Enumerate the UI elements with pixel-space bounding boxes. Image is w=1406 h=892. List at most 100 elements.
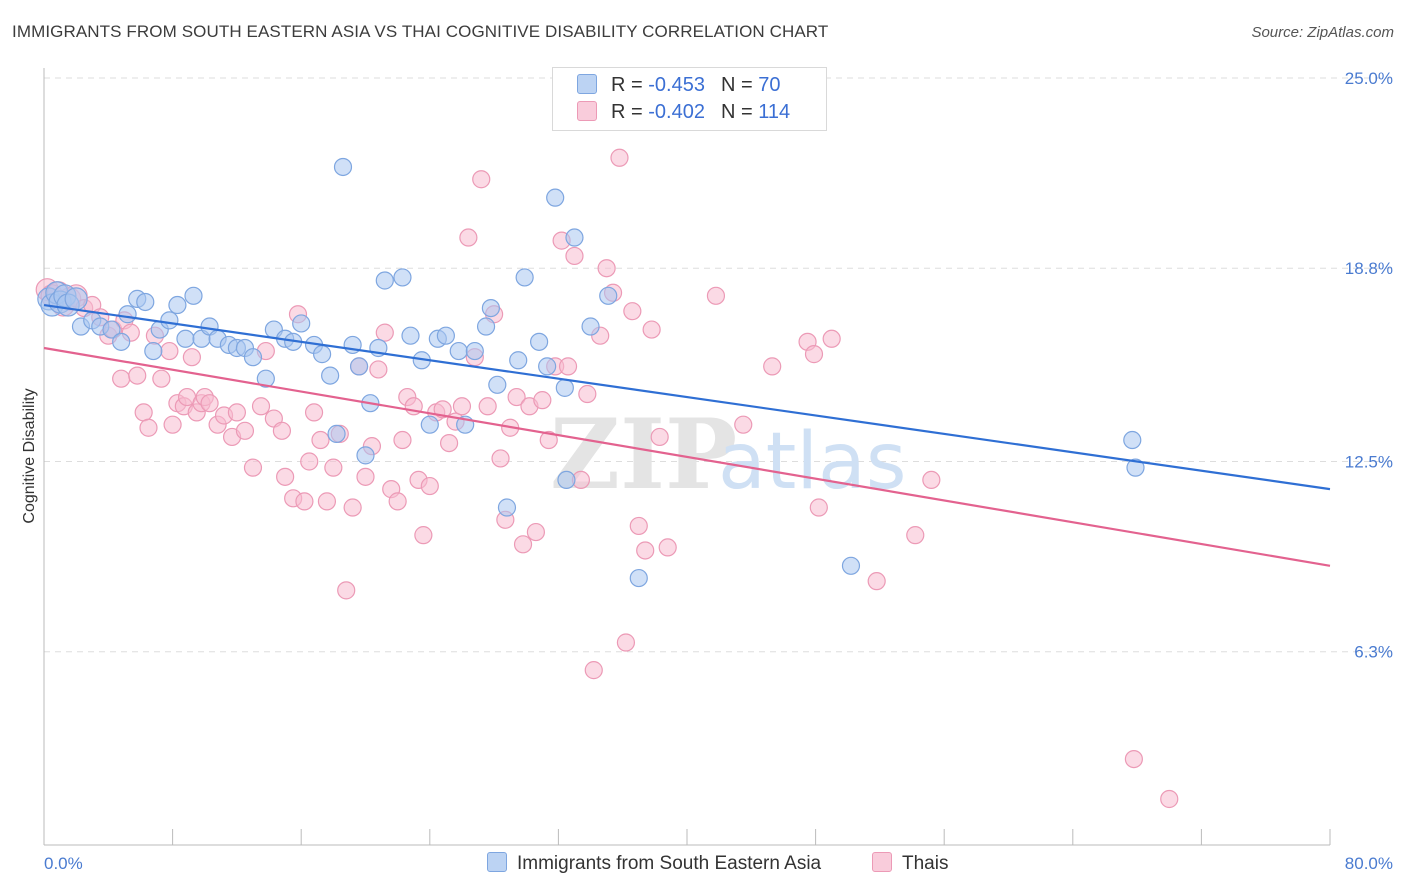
data-point-immigrants bbox=[64, 287, 88, 311]
series-legend: Immigrants from South Eastern Asia Thais bbox=[0, 852, 1406, 878]
correlation-legend: R = -0.453 N = 70 R = -0.402 N = 114 bbox=[552, 67, 827, 131]
data-point-immigrants bbox=[481, 299, 500, 318]
data-point-thais bbox=[809, 498, 828, 517]
data-point-thais bbox=[610, 148, 629, 167]
data-point-thais bbox=[276, 467, 295, 486]
data-point-thais bbox=[182, 348, 201, 367]
data-point-thais bbox=[295, 492, 314, 511]
series-swatch-blue bbox=[487, 852, 507, 872]
data-point-thais bbox=[304, 403, 324, 422]
data-point-immigrants bbox=[321, 366, 340, 385]
data-point-thais bbox=[478, 397, 497, 416]
data-point-immigrants bbox=[546, 188, 565, 207]
y-tick-label: 18.8% bbox=[1345, 259, 1393, 278]
data-point-thais bbox=[414, 526, 433, 545]
data-point-immigrants bbox=[327, 424, 346, 443]
data-point-thais bbox=[565, 246, 584, 266]
data-point-immigrants bbox=[581, 317, 600, 336]
series-swatch-pink bbox=[872, 852, 892, 872]
data-point-immigrants bbox=[136, 292, 155, 312]
data-point-thais bbox=[533, 391, 552, 410]
data-point-thais bbox=[300, 452, 319, 471]
legend-swatch-pink bbox=[577, 101, 597, 121]
data-point-immigrants bbox=[393, 268, 412, 287]
legend-n-value-pink: 114 bbox=[758, 101, 791, 123]
data-point-thais bbox=[152, 369, 171, 388]
data-point-thais bbox=[452, 397, 472, 416]
series-legend-item-immigrants[interactable]: Immigrants from South Eastern Asia bbox=[487, 852, 821, 875]
legend-swatch-blue bbox=[577, 74, 597, 94]
series-legend-label: Thais bbox=[902, 853, 949, 874]
data-point-thais bbox=[200, 394, 219, 413]
y-tick-label: 25.0% bbox=[1345, 69, 1393, 88]
data-point-thais bbox=[558, 357, 578, 376]
data-point-thais bbox=[227, 403, 246, 422]
data-point-thais bbox=[134, 403, 153, 422]
data-point-immigrants bbox=[168, 295, 187, 315]
data-point-thais bbox=[128, 366, 147, 385]
axes bbox=[43, 68, 1331, 846]
data-point-thais bbox=[388, 492, 407, 511]
data-point-immigrants bbox=[349, 357, 369, 376]
data-point-immigrants bbox=[509, 351, 528, 370]
data-point-thais bbox=[578, 384, 597, 404]
data-point-immigrants bbox=[629, 568, 648, 588]
data-point-thais bbox=[369, 360, 388, 379]
data-point-immigrants bbox=[841, 556, 861, 575]
data-point-immigrants bbox=[256, 369, 275, 388]
data-point-thais bbox=[623, 302, 642, 321]
series-legend-item-thais[interactable]: Thais bbox=[872, 852, 948, 875]
data-point-immigrants bbox=[565, 228, 584, 247]
data-point-thais bbox=[112, 369, 131, 388]
data-point-immigrants bbox=[1126, 458, 1145, 477]
data-point-thais bbox=[235, 421, 255, 440]
data-point-immigrants bbox=[356, 446, 375, 465]
data-point-thais bbox=[251, 397, 271, 416]
data-point-thais bbox=[439, 433, 459, 453]
legend-row-pink: R = -0.402 N = 114 bbox=[577, 101, 790, 127]
data-point-thais bbox=[393, 430, 412, 450]
data-point-thais bbox=[420, 476, 439, 496]
data-point-thais bbox=[459, 228, 478, 247]
data-point-thais bbox=[922, 470, 941, 490]
data-point-immigrants bbox=[555, 378, 574, 397]
data-point-immigrants bbox=[599, 286, 618, 305]
data-point-immigrants bbox=[312, 345, 332, 364]
data-point-immigrants bbox=[538, 357, 557, 376]
legend-r-label: R = bbox=[611, 101, 643, 123]
watermark-atlas: atlas bbox=[718, 417, 907, 507]
data-point-immigrants bbox=[102, 320, 121, 339]
data-point-thais bbox=[706, 286, 726, 305]
data-point-thais bbox=[906, 526, 925, 545]
data-point-immigrants bbox=[530, 332, 549, 351]
data-point-immigrants bbox=[420, 415, 439, 434]
data-point-thais bbox=[658, 538, 677, 557]
data-point-immigrants bbox=[375, 271, 394, 290]
y-tick-label: 6.3% bbox=[1354, 643, 1393, 662]
data-point-thais bbox=[616, 633, 636, 652]
data-point-thais bbox=[642, 320, 661, 339]
series-legend-label: Immigrants from South Eastern Asia bbox=[517, 853, 822, 874]
watermark: ZIP atlas bbox=[550, 398, 907, 511]
chart-title: IMMIGRANTS FROM SOUTH EASTERN ASIA VS TH… bbox=[12, 22, 829, 41]
data-point-thais bbox=[491, 449, 510, 468]
data-point-thais bbox=[317, 492, 337, 511]
data-point-immigrants bbox=[184, 286, 203, 305]
data-point-immigrants bbox=[118, 305, 137, 324]
data-point-thais bbox=[804, 345, 824, 364]
data-point-immigrants bbox=[243, 348, 263, 367]
data-point-thais bbox=[1124, 749, 1143, 769]
data-point-immigrants bbox=[333, 157, 353, 177]
gridlines bbox=[44, 77, 1392, 653]
data-point-thais bbox=[160, 341, 179, 361]
trend-line-thais bbox=[43, 346, 1331, 567]
data-point-thais bbox=[822, 329, 841, 348]
data-point-thais bbox=[243, 458, 263, 477]
data-point-immigrants bbox=[160, 311, 179, 330]
legend-r-label: R = bbox=[611, 74, 643, 96]
x-tick-labels: 0.0% 80.0% bbox=[44, 854, 1393, 873]
data-point-thais bbox=[629, 516, 648, 536]
data-point-thais bbox=[324, 458, 343, 477]
y-tick-label: 12.5% bbox=[1345, 453, 1393, 472]
